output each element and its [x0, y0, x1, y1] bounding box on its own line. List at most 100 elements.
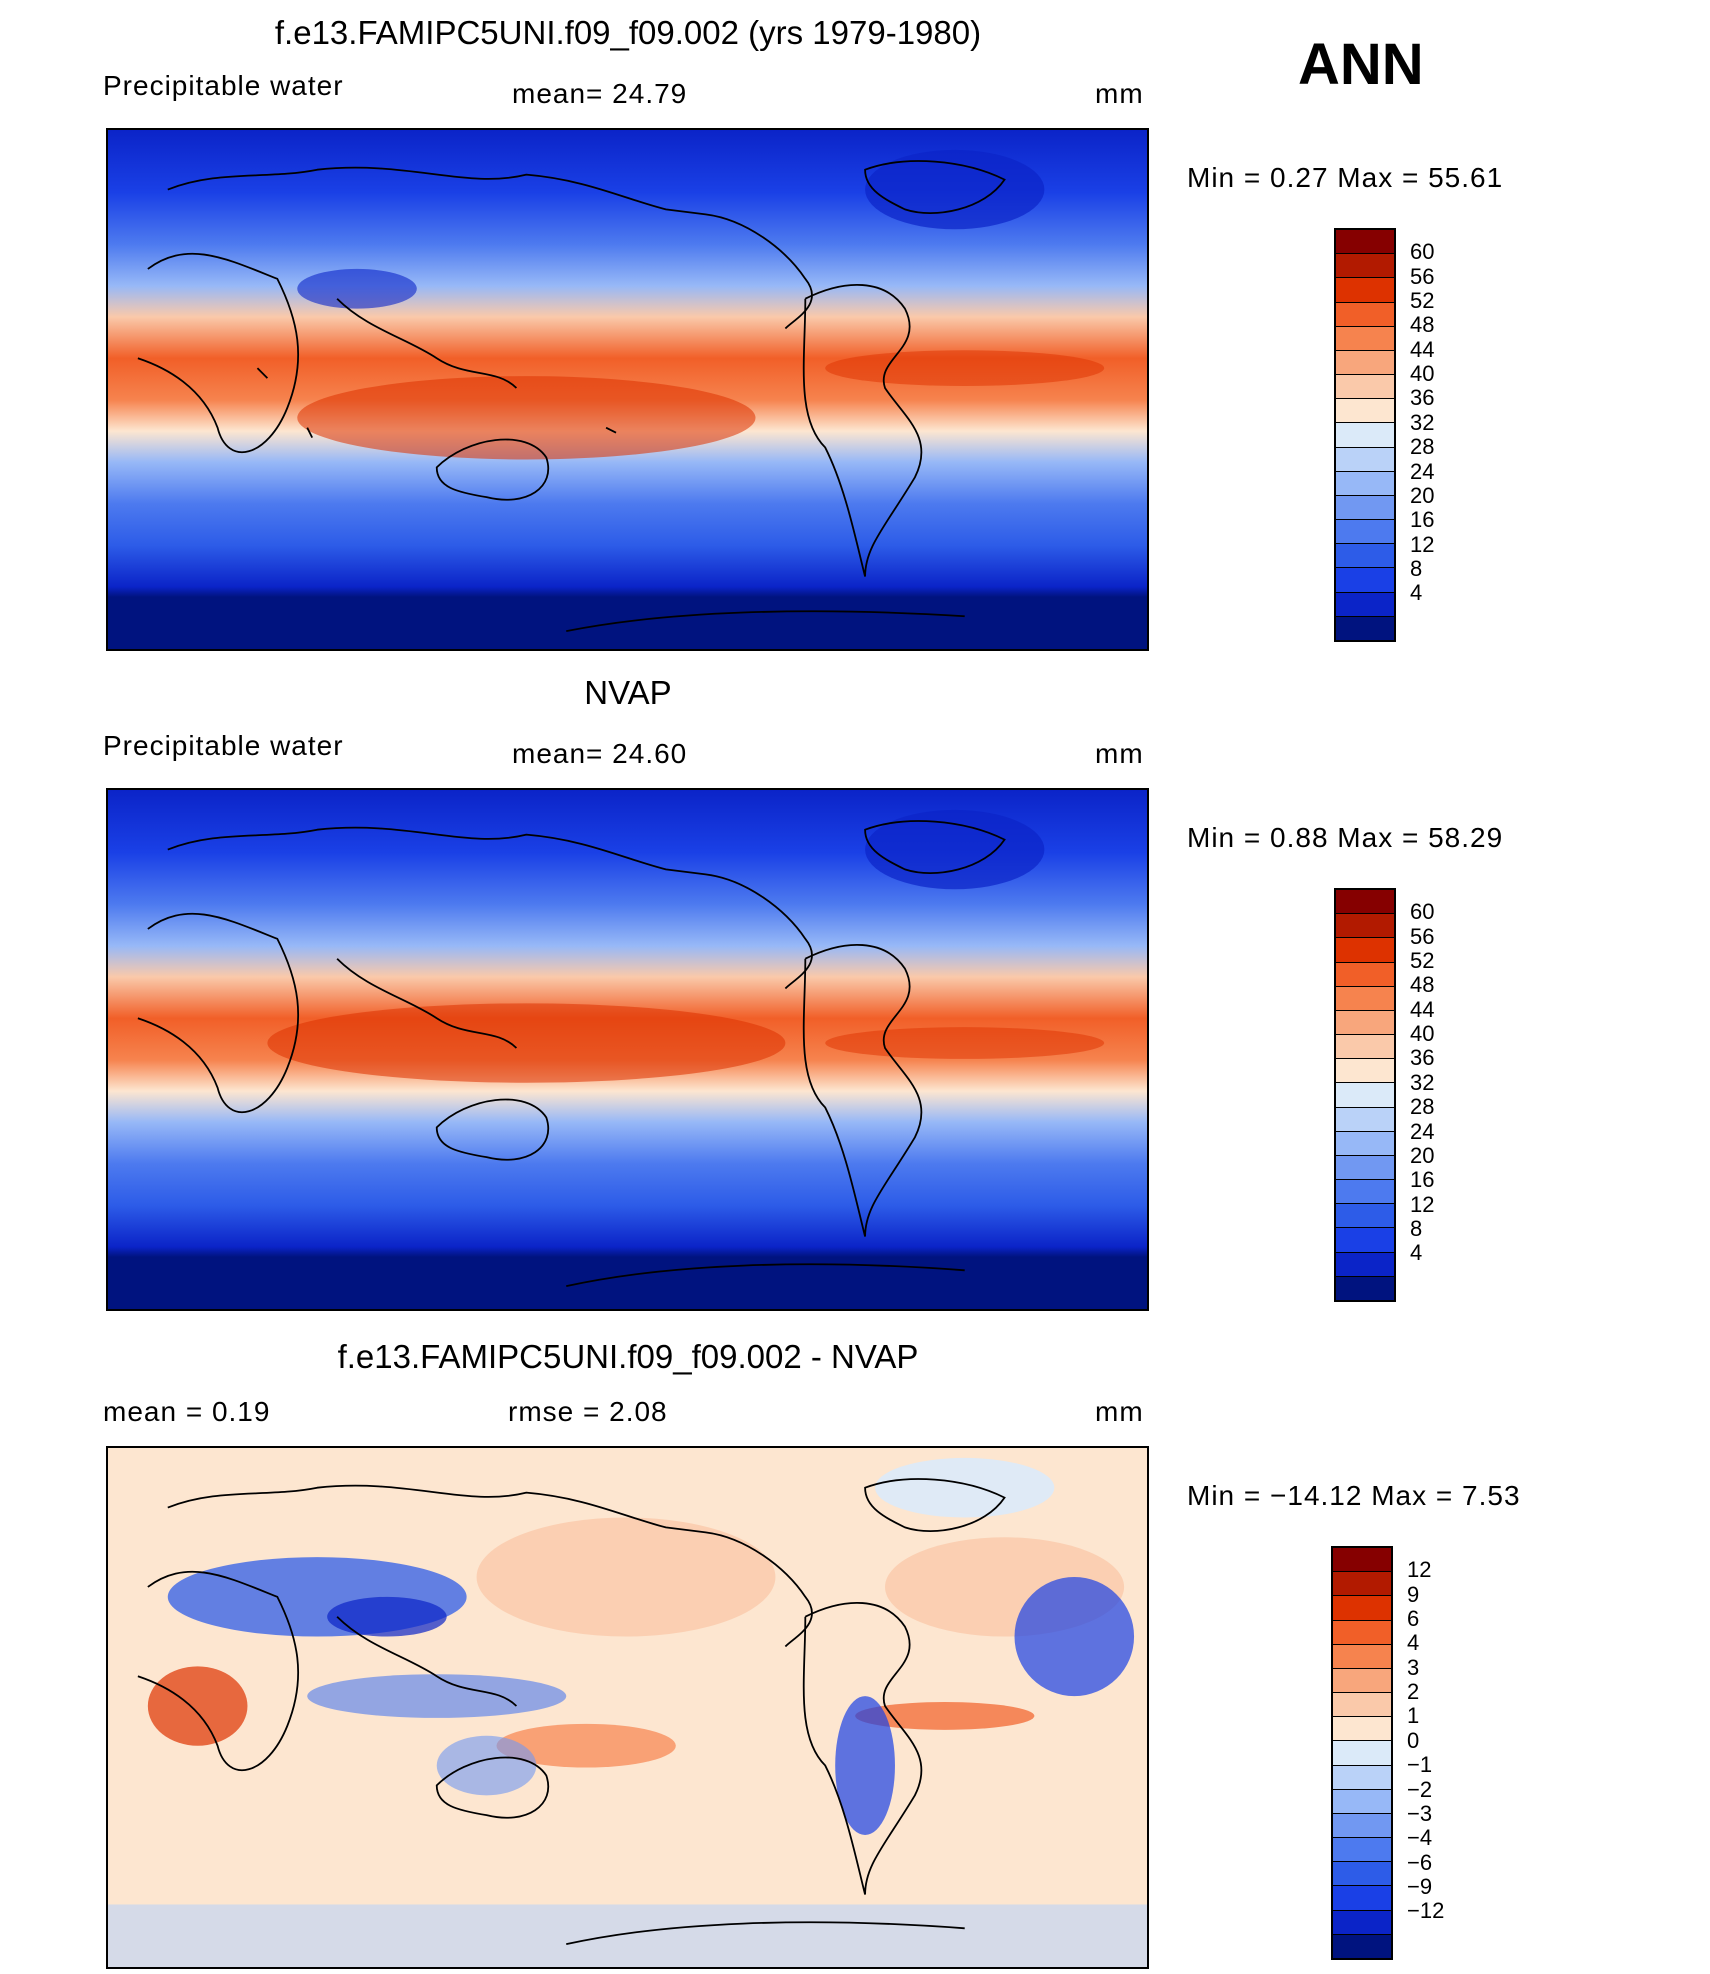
colorbar-tick-label: 48: [1410, 312, 1435, 338]
colorbar-tick-label: 60: [1410, 899, 1435, 925]
colorbar-swatch: [1333, 1717, 1391, 1742]
colorbar-swatch: [1336, 278, 1394, 303]
colorbar-swatch: [1336, 1180, 1394, 1205]
colorbar-tick-label: 28: [1410, 434, 1435, 460]
colorbar-tick-label: 4: [1407, 1630, 1420, 1656]
colorbar-tick-label: 24: [1410, 1118, 1435, 1144]
colorbar-swatch: [1333, 1910, 1391, 1935]
colorbar-swatch: [1336, 520, 1394, 545]
variable-label-obs: Precipitable water: [103, 730, 344, 761]
colorbar-tick-label: 8: [1410, 555, 1423, 581]
colorbar-swatch: [1333, 1862, 1391, 1887]
precipitable-water-map-model: [108, 130, 1147, 649]
colorbar-swatch: [1333, 1838, 1391, 1863]
colorbar-tick-label: 9: [1407, 1581, 1420, 1607]
colorbar-tick-label: 2: [1407, 1679, 1420, 1705]
colorbar-tick-label: −2: [1407, 1776, 1433, 1802]
colorbar-swatch: [1336, 1083, 1394, 1108]
colorbar-tick-label: −6: [1407, 1849, 1433, 1875]
colorbar-swatch: [1336, 302, 1394, 327]
colorbar-swatch: [1336, 1035, 1394, 1060]
colorbar-swatch: [1333, 1620, 1391, 1645]
colorbar-swatch: [1333, 1644, 1391, 1669]
colorbar-swatch: [1336, 1228, 1394, 1253]
colorbar-tick-label: 20: [1410, 1142, 1435, 1168]
colorbar-swatch: [1333, 1596, 1391, 1621]
colorbar-swatch: [1336, 914, 1394, 939]
colorbar-swatch: [1333, 1789, 1391, 1814]
colorbar-swatch: [1333, 1693, 1391, 1718]
colorbar-tick-label: −4: [1407, 1825, 1433, 1851]
colorbar-tick-label: 24: [1410, 458, 1435, 484]
colorbar-swatch: [1336, 350, 1394, 376]
colorbar-swatch: [1336, 592, 1394, 617]
colorbar-tick-label: 4: [1410, 1240, 1423, 1266]
colorbar-swatch: [1336, 399, 1394, 424]
colorbar-tick-label: 16: [1410, 1167, 1435, 1193]
colorbar-tick-label: 16: [1410, 507, 1435, 533]
colorbar-tick-label: 8: [1410, 1215, 1423, 1241]
colorbar-tick-label: −1: [1407, 1752, 1433, 1778]
units-label-diff: mm: [1095, 1396, 1144, 1427]
colorbar-tick-label: 1: [1407, 1703, 1420, 1729]
colorbar-swatch: [1336, 423, 1394, 448]
colorbar-swatch: [1336, 1010, 1394, 1036]
colorbar-swatch: [1333, 1668, 1391, 1694]
colorbar-swatch: [1336, 1252, 1394, 1277]
precipitable-water-difference-map: [108, 1448, 1147, 1967]
colorbar-tick-label: −12: [1407, 1898, 1445, 1924]
colorbar-tick-label: 44: [1410, 996, 1435, 1022]
colorbar-swatch: [1336, 616, 1394, 640]
colorbar-swatch: [1336, 890, 1394, 915]
colorbar-model: [1334, 228, 1396, 642]
colorbar-tick-label: 52: [1410, 948, 1435, 974]
colorbar-tick-label: 48: [1410, 972, 1435, 998]
colorbar-tick-label: 56: [1410, 263, 1435, 289]
colorbar-tick-label: 6: [1407, 1606, 1420, 1632]
colorbar-swatch: [1336, 375, 1394, 400]
colorbar-tick-label: 56: [1410, 923, 1435, 949]
colorbar-swatch: [1336, 1204, 1394, 1229]
colorbar-swatch: [1336, 1276, 1394, 1300]
colorbar-tick-label: 3: [1407, 1654, 1420, 1680]
mean-label-obs: mean= 24.60: [512, 738, 688, 769]
colorbar-swatch: [1333, 1548, 1391, 1573]
colorbar-swatch: [1336, 1059, 1394, 1084]
colorbar-swatch: [1333, 1765, 1391, 1790]
colorbar-swatch: [1336, 568, 1394, 593]
panel-title-diff: f.e13.FAMIPC5UNI.f09_f09.002 - NVAP: [337, 1338, 919, 1375]
colorbar-tick-label: 40: [1410, 361, 1435, 387]
colorbar-obs: [1334, 888, 1396, 1302]
colorbar-swatch: [1336, 986, 1394, 1011]
minmax-label-model: Min = 0.27 Max = 55.61: [1187, 162, 1504, 193]
map-panel-obs: [106, 788, 1149, 1311]
panel-title-model: f.e13.FAMIPC5UNI.f09_f09.002 (yrs 1979-1…: [274, 14, 982, 51]
season-label: ANN: [1298, 32, 1424, 97]
colorbar-tick-label: −3: [1407, 1800, 1433, 1826]
colorbar-tick-label: 60: [1410, 239, 1435, 265]
colorbar-swatch: [1336, 447, 1394, 472]
minmax-label-diff: Min = −14.12 Max = 7.53: [1187, 1480, 1521, 1511]
colorbar-tick-label: 40: [1410, 1021, 1435, 1047]
colorbar-tick-label: 0: [1407, 1727, 1420, 1753]
colorbar-tick-label: 4: [1410, 580, 1423, 606]
rmse-label-diff: rmse = 2.08: [508, 1396, 668, 1427]
map-panel-diff: [106, 1446, 1149, 1969]
colorbar-tick-label: 44: [1410, 336, 1435, 362]
colorbar-swatch: [1336, 1107, 1394, 1132]
colorbar-swatch: [1336, 1155, 1394, 1181]
colorbar-swatch: [1333, 1934, 1391, 1958]
colorbar-tick-label: 12: [1410, 531, 1435, 557]
colorbar-swatch: [1336, 326, 1394, 351]
colorbar-swatch: [1336, 962, 1394, 987]
colorbar-swatch: [1336, 230, 1394, 255]
panel-title-obs: NVAP: [584, 674, 672, 711]
colorbar-tick-label: 20: [1410, 482, 1435, 508]
colorbar-tick-label: 36: [1410, 385, 1435, 411]
colorbar-tick-label: 12: [1410, 1191, 1435, 1217]
colorbar-swatch: [1336, 1131, 1394, 1156]
colorbar-swatch: [1336, 938, 1394, 963]
precipitable-water-map-obs: [108, 790, 1147, 1309]
colorbar-tick-label: −9: [1407, 1873, 1433, 1899]
colorbar-swatch: [1333, 1572, 1391, 1597]
